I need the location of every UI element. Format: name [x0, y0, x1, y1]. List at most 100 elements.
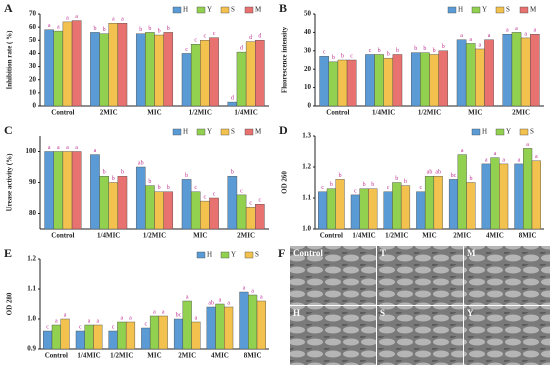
significance-letter: b [414, 46, 417, 52]
x-tick-label: 8MIC [244, 352, 262, 360]
panel-label: A [4, 1, 13, 15]
significance-letter: a [506, 28, 509, 34]
x-tick-label: 2MIC [512, 109, 530, 117]
significance-letter: c [321, 185, 324, 191]
significance-letter: c [185, 47, 188, 53]
bar [117, 321, 127, 350]
significance-letter: b [469, 176, 472, 182]
significance-letter: a [186, 294, 189, 300]
bar [44, 151, 54, 230]
bar [383, 57, 394, 107]
significance-letter: b [363, 182, 366, 188]
significance-letter: b [341, 53, 344, 59]
bar [465, 43, 476, 107]
significance-letter: a [260, 294, 263, 300]
bar [71, 151, 82, 230]
bar [531, 160, 541, 230]
significance-letter: c [350, 53, 353, 59]
legend-swatch [220, 128, 230, 136]
bar [141, 327, 151, 350]
x-tick-label: Control [320, 232, 343, 240]
y-axis-label: Inhibition rate ( %) [6, 30, 14, 90]
significance-letter: c [194, 185, 197, 191]
significance-letter: a [48, 23, 51, 29]
x-tick-label: 2MIC [100, 109, 118, 117]
significance-letter: b [103, 27, 106, 33]
bar [438, 50, 449, 107]
sem-image [464, 246, 550, 305]
significance-letter: c [354, 188, 357, 194]
significance-letter: b [395, 176, 398, 182]
bar [93, 324, 103, 350]
bar [108, 23, 119, 107]
legend-label: S [231, 128, 235, 136]
y-tick-label: 0 [33, 102, 37, 110]
bar [158, 315, 168, 350]
x-tick-label: MIC [147, 109, 161, 117]
significance-letter: c [194, 38, 197, 44]
y-tick-label: 1.1 [302, 194, 311, 202]
significance-letter: d [240, 45, 243, 51]
significance-letter: a [502, 157, 505, 163]
legend-swatch [196, 6, 206, 14]
bar [182, 300, 192, 350]
significance-letter: ab [208, 300, 214, 306]
legend-swatch [220, 251, 230, 259]
bar [245, 207, 256, 230]
bar [190, 44, 201, 107]
significance-letter: c [419, 185, 422, 191]
bar [383, 191, 393, 230]
legend-label: H [482, 128, 487, 136]
significance-letter: a [57, 24, 60, 30]
bar [319, 56, 329, 107]
significance-letter: a [75, 14, 78, 20]
significance-letter: b [167, 185, 170, 191]
bar [239, 291, 249, 350]
bar [484, 39, 494, 107]
significance-letter: c [144, 321, 147, 327]
legend-label: S [530, 128, 534, 136]
y-axis-label: OD 280 [6, 292, 14, 315]
x-tick-label: Control [326, 109, 349, 117]
significance-letter: c [213, 191, 216, 197]
bar [173, 318, 184, 350]
legend-label: M [255, 128, 262, 136]
bar [62, 21, 73, 107]
y-tick-label: 1.2 [302, 163, 311, 171]
x-tick-label: 1/2MIC [189, 109, 212, 117]
significance-letter: b [423, 46, 426, 52]
significance-letter: c [79, 324, 82, 330]
bar [530, 34, 540, 107]
y-tick-label: 10 [29, 88, 37, 96]
x-tick-label: 1/4MIC [372, 109, 395, 117]
x-tick-label: 4MIC [211, 352, 229, 360]
significance-letter: c [323, 50, 326, 56]
bar [181, 179, 192, 230]
bar [255, 40, 265, 107]
legend-label: M [530, 6, 537, 14]
significance-letter: b [371, 182, 374, 188]
legend-swatch [471, 6, 481, 14]
bar [163, 32, 174, 107]
bar [62, 151, 73, 230]
y-tick-label: 0 [308, 102, 312, 110]
bar [90, 154, 100, 230]
bar [125, 321, 136, 350]
significance-letter: a [88, 318, 91, 324]
y-tick-label: 60 [29, 23, 37, 31]
significance-letter: c [240, 188, 243, 194]
significance-letter: c [112, 324, 115, 330]
bar [466, 182, 476, 230]
bar [135, 166, 146, 230]
bar [99, 33, 109, 107]
bar [90, 32, 100, 107]
significance-letter: a [112, 17, 115, 23]
significance-letter: a [121, 17, 124, 23]
significance-letter: ab [435, 170, 441, 176]
significance-letter: a [120, 315, 123, 321]
y-tick-label: 1.0 [27, 315, 36, 323]
y-tick-label: 90 [29, 178, 37, 186]
significance-letter: a [485, 157, 488, 163]
significance-letter: a [524, 31, 527, 37]
significance-letter: ab [427, 170, 433, 176]
